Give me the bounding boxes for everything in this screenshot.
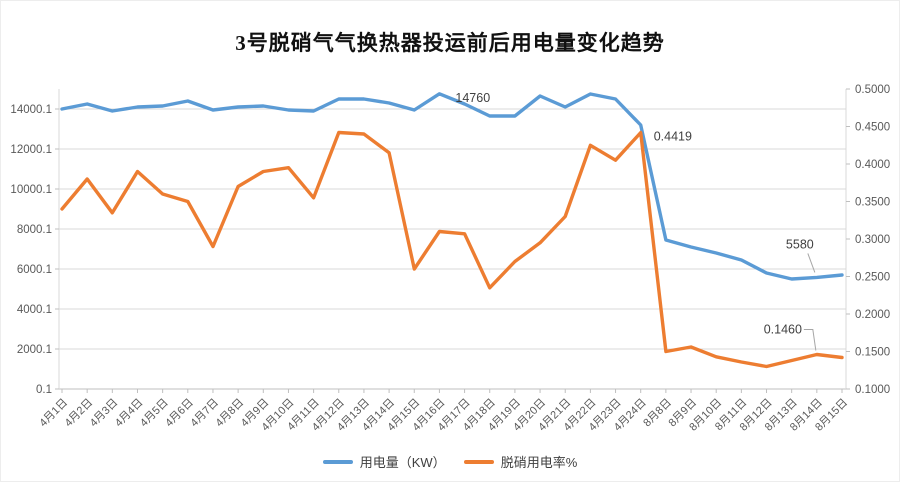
y-axis-left-label: 8000.1 <box>17 224 52 236</box>
series-lines <box>60 92 844 369</box>
data-label: 5580 <box>786 237 814 251</box>
y-axis-left-label: 0.1 <box>36 384 52 396</box>
x-axis: 4月1日4月2日4月3日4月4日4月5日4月6日4月7日4月8日4月9日4月10… <box>37 389 850 434</box>
y-axis-right-label: 0.4500 <box>855 122 890 134</box>
y-axis-right: 0.1000 0.1500 0.2000 0.2500 0.3000 0.3500 0.40… <box>846 84 890 396</box>
data-label: 14760 <box>455 91 490 105</box>
y-axis-right-label: 0.3000 <box>855 234 890 246</box>
data-labels: 14760 0.4419 5580 0.1460 <box>455 91 817 351</box>
y-axis-right-label: 0.2500 <box>855 272 890 284</box>
legend-label: 脱硝用电率% <box>500 455 578 470</box>
legend-label: 用电量（KW） <box>359 455 446 470</box>
y-axis-right-label: 0.1000 <box>855 384 890 396</box>
electricity-series-line <box>60 92 844 281</box>
y-axis-right-label: 0.1500 <box>855 347 890 359</box>
y-axis-left-label: 12000.1 <box>10 144 52 156</box>
y-axis-left-label: 6000.1 <box>17 264 52 276</box>
y-axis-left-label: 10000.1 <box>10 184 52 196</box>
y-axis-left-label: 14000.1 <box>10 104 52 116</box>
denox-rate-series-line <box>60 130 844 369</box>
y-axis-right-label: 0.5000 <box>855 84 890 96</box>
y-axis-left: 0.1 2000.1 4000.1 6000.1 8000.1 10000.1 12000.… <box>10 104 59 396</box>
axes <box>58 89 847 390</box>
y-axis-right-label: 0.3500 <box>855 197 890 209</box>
annotation-leader-line <box>803 329 817 351</box>
legend-item-electricity: 用电量（KW） <box>322 452 446 471</box>
gridlines <box>59 108 846 350</box>
legend-item-denox-rate: 脱硝用电率% <box>463 452 578 471</box>
legend: 用电量（KW） 脱硝用电率% <box>1 452 899 471</box>
y-axis-right-label: 0.4000 <box>855 159 890 171</box>
legend-swatch <box>322 459 353 464</box>
chart-title: 3号脱硝气气换热器投运前后用电量变化趋势 <box>235 31 665 55</box>
data-label: 0.4419 <box>654 130 692 144</box>
annotation-leader-line <box>807 253 816 273</box>
y-axis-left-label: 4000.1 <box>17 304 52 316</box>
y-axis-right-label: 0.2000 <box>855 309 890 321</box>
data-label: 0.1460 <box>764 323 802 337</box>
y-axis-left-label: 2000.1 <box>17 344 52 356</box>
legend-swatch <box>463 459 494 464</box>
